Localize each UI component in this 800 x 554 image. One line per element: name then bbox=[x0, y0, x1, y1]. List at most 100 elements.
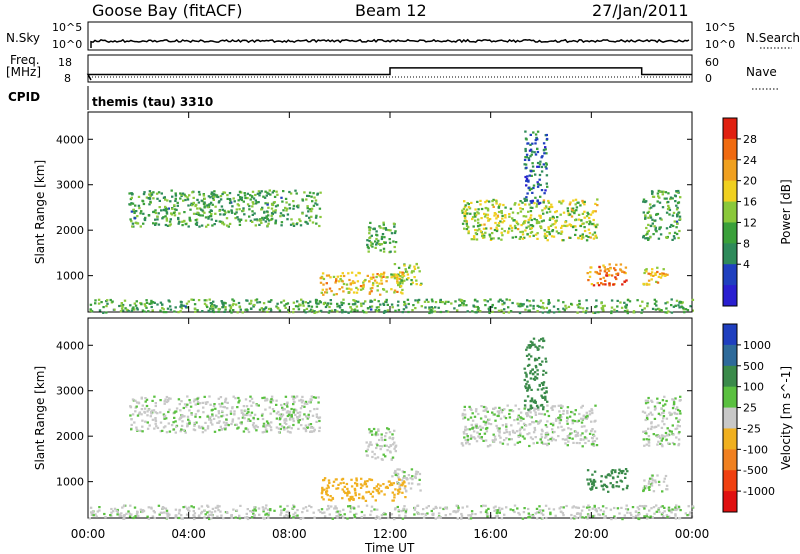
echo-cell bbox=[545, 206, 548, 209]
echo-cell bbox=[214, 205, 217, 208]
echo-cell bbox=[224, 302, 227, 305]
echo-cell bbox=[89, 303, 93, 306]
echo-cell bbox=[524, 149, 527, 153]
echo-cell bbox=[503, 431, 506, 434]
echo-cell bbox=[502, 311, 505, 314]
echo-cell bbox=[377, 428, 380, 431]
echo-cell bbox=[562, 506, 565, 509]
echo-cell bbox=[521, 304, 524, 307]
echo-cell bbox=[288, 203, 291, 206]
echo-cell bbox=[209, 416, 212, 419]
echo-cell bbox=[691, 309, 694, 312]
echo-cell bbox=[529, 411, 532, 414]
echo-cell bbox=[169, 308, 173, 311]
echo-cell bbox=[529, 407, 532, 410]
echo-cell bbox=[219, 425, 222, 428]
echo-cell bbox=[286, 213, 290, 216]
echo-cell bbox=[329, 495, 332, 498]
echo-cell bbox=[330, 505, 333, 508]
echo-cell bbox=[249, 302, 253, 305]
echo-cell bbox=[564, 304, 567, 307]
echo-cell bbox=[197, 514, 201, 518]
echo-cell bbox=[523, 407, 526, 410]
echo-cell bbox=[507, 230, 510, 233]
echo-cell bbox=[664, 274, 667, 277]
echo-cell bbox=[494, 509, 498, 512]
echo-cell bbox=[242, 200, 245, 203]
echo-cell bbox=[152, 509, 155, 513]
echo-cell bbox=[371, 242, 374, 245]
echo-cell bbox=[165, 395, 169, 399]
colorbar-tick-label: 100 bbox=[743, 381, 764, 394]
echo-cell bbox=[315, 299, 318, 302]
echo-cell bbox=[677, 211, 680, 214]
echo-cell bbox=[209, 215, 213, 218]
echo-cell bbox=[384, 438, 387, 441]
echo-cell bbox=[367, 250, 370, 253]
echo-cell bbox=[166, 516, 169, 519]
echo-cell bbox=[662, 480, 666, 483]
echo-cell bbox=[645, 268, 648, 271]
echo-cell bbox=[310, 195, 313, 198]
echo-cell bbox=[149, 192, 153, 195]
echo-cell bbox=[474, 213, 478, 216]
echo-cell bbox=[644, 418, 647, 422]
echo-cell bbox=[377, 239, 380, 242]
echo-cell bbox=[105, 305, 108, 308]
echo-cell bbox=[364, 300, 367, 303]
echo-cell bbox=[285, 419, 288, 422]
echo-cell bbox=[446, 310, 450, 313]
echo-cell bbox=[292, 423, 295, 427]
echo-cell bbox=[166, 307, 170, 310]
echo-cell bbox=[201, 431, 205, 434]
echo-cell bbox=[288, 207, 292, 210]
echo-cell bbox=[187, 300, 190, 303]
echo-cell bbox=[236, 311, 239, 314]
echo-cell bbox=[534, 375, 537, 378]
echo-cell bbox=[540, 512, 543, 515]
echo-cell bbox=[189, 405, 193, 408]
echo-cell bbox=[127, 309, 130, 313]
echo-cell bbox=[317, 302, 320, 305]
echo-cell bbox=[224, 211, 227, 214]
echo-cell bbox=[251, 424, 255, 427]
echo-cell bbox=[562, 409, 565, 413]
echo-cell bbox=[647, 406, 650, 409]
echo-cell bbox=[545, 211, 549, 214]
echo-cell bbox=[124, 307, 127, 310]
echo-cell bbox=[485, 227, 488, 230]
echo-cell bbox=[213, 430, 217, 433]
echo-cell bbox=[174, 199, 177, 202]
echo-cell bbox=[428, 306, 431, 309]
echo-cell bbox=[253, 303, 256, 307]
echo-cell bbox=[528, 408, 532, 412]
echo-cell bbox=[499, 220, 502, 223]
echo-cell bbox=[544, 165, 547, 168]
echo-cell bbox=[154, 402, 157, 405]
echo-cell bbox=[528, 346, 532, 349]
echo-cell bbox=[348, 499, 351, 502]
echo-cell bbox=[600, 302, 603, 305]
echo-cell bbox=[264, 399, 267, 402]
echo-cell bbox=[148, 424, 151, 427]
echo-cell bbox=[526, 388, 530, 391]
echo-cell bbox=[302, 507, 305, 510]
echo-cell bbox=[570, 517, 573, 520]
echo-cell bbox=[526, 395, 530, 398]
echo-cell bbox=[665, 307, 668, 310]
echo-cell bbox=[443, 507, 447, 510]
echo-cell bbox=[157, 223, 161, 226]
echo-cell bbox=[673, 508, 676, 511]
echo-cell bbox=[660, 426, 664, 429]
echo-cell bbox=[305, 307, 309, 310]
echo-cell bbox=[467, 514, 470, 517]
echo-cell bbox=[225, 413, 229, 417]
echo-cell bbox=[571, 226, 575, 229]
echo-cell bbox=[405, 490, 408, 493]
echo-cell bbox=[227, 225, 230, 228]
echo-cell bbox=[540, 441, 544, 444]
echo-cell bbox=[460, 299, 464, 302]
echo-cell bbox=[239, 197, 242, 200]
echo-cell bbox=[330, 499, 333, 502]
